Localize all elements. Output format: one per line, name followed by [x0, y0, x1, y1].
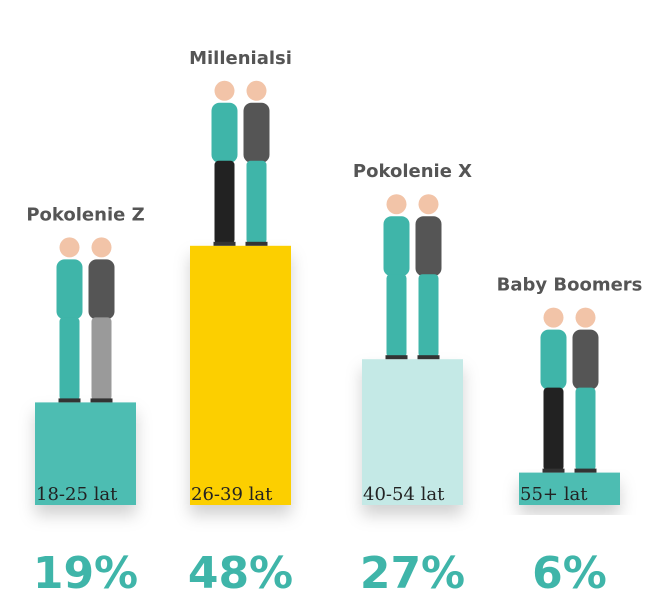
torso [541, 330, 567, 390]
legs [576, 388, 596, 471]
shoes [59, 398, 81, 402]
category-label: 55+ lat [520, 484, 588, 505]
shoes [91, 398, 113, 402]
head [419, 194, 439, 214]
chart: Pokolenie Z 18-25 lat 19% Millenialsi 26-39 … [0, 0, 667, 594]
category-label: 18-25 lat [36, 484, 118, 505]
value-label: 19% [33, 548, 138, 594]
torso [57, 259, 83, 319]
illustration [57, 237, 115, 402]
torso [416, 216, 442, 276]
shoes [214, 242, 236, 246]
head [544, 308, 564, 328]
head [92, 237, 112, 257]
head [387, 194, 407, 214]
group-label: Baby Boomers [497, 275, 643, 296]
legs [60, 317, 80, 400]
legs [215, 161, 235, 244]
group-label: Pokolenie X [353, 161, 472, 182]
value-label: 27% [360, 548, 465, 594]
illustration [384, 194, 442, 359]
value-label: 48% [188, 548, 293, 594]
legs [544, 388, 564, 471]
category-label: 26-39 lat [191, 484, 273, 505]
legs [247, 161, 267, 244]
head [60, 237, 80, 257]
value-label: 6% [532, 548, 607, 594]
shoes [246, 242, 268, 246]
head [247, 81, 267, 101]
head [576, 308, 596, 328]
group-label: Millenialsi [189, 48, 292, 69]
torso [89, 259, 115, 319]
legs [387, 274, 407, 357]
shoes [418, 355, 440, 359]
bar [190, 246, 291, 505]
torso [212, 103, 238, 163]
torso [384, 216, 410, 276]
legs [419, 274, 439, 357]
shoes [543, 469, 565, 473]
torso [244, 103, 270, 163]
illustration [541, 308, 599, 473]
shoes [386, 355, 408, 359]
group-label: Pokolenie Z [26, 204, 144, 225]
torso [573, 330, 599, 390]
head [215, 81, 235, 101]
shoes [575, 469, 597, 473]
category-label: 40-54 lat [363, 484, 445, 505]
illustration [212, 81, 270, 246]
legs [92, 317, 112, 400]
